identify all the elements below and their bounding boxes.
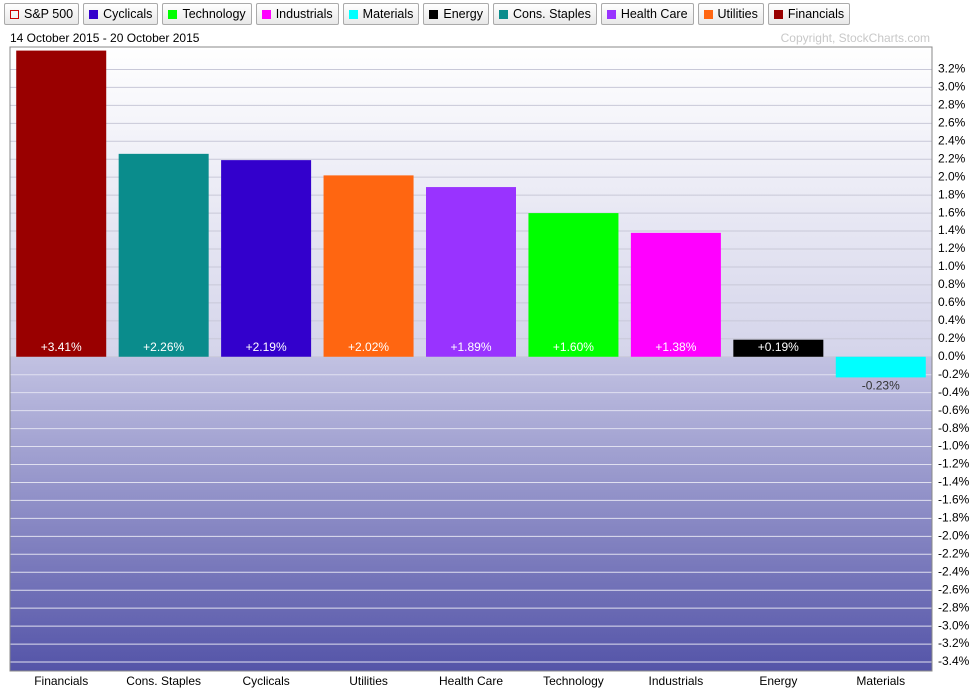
legend-swatch: [168, 9, 178, 19]
legend-button[interactable]: Health Care: [600, 3, 694, 25]
legend: S&P 500 Cyclicals Technology Industrials Mat…: [4, 3, 851, 25]
y-tick-label: 0.4%: [938, 313, 966, 327]
legend-swatch: [10, 9, 19, 19]
value-label: +1.60%: [553, 340, 594, 354]
bar: [426, 187, 516, 357]
value-label: +1.38%: [655, 340, 696, 354]
plot-border: [9, 46, 933, 672]
legend-button[interactable]: Utilities: [697, 3, 764, 25]
x-tick-label: Energy: [759, 674, 797, 688]
value-label: +0.19%: [758, 340, 799, 354]
y-tick-label: -2.6%: [938, 582, 970, 596]
y-tick-label: -0.2%: [938, 367, 970, 381]
y-tick-label: 1.6%: [938, 205, 966, 219]
y-tick-label: -0.8%: [938, 421, 970, 435]
bar: [323, 175, 414, 357]
value-label: +2.19%: [246, 340, 287, 354]
bar: [733, 339, 824, 357]
y-tick-label: 2.6%: [938, 115, 966, 129]
x-tick-label: Cyclicals: [242, 674, 289, 688]
legend-button[interactable]: Technology: [162, 3, 252, 25]
bar: [118, 153, 209, 357]
y-tick-label: -2.4%: [938, 564, 970, 578]
legend-label: Industrials: [275, 7, 333, 21]
copyright: Copyright, StockCharts.com: [781, 31, 930, 45]
legend-button[interactable]: Materials: [342, 3, 420, 25]
y-tick-label: -2.2%: [938, 546, 970, 560]
legend-label: Financials: [787, 7, 845, 21]
x-tick-label: Materials: [856, 674, 905, 688]
x-tick-label: Technology: [543, 674, 604, 688]
legend-button[interactable]: Energy: [423, 3, 489, 25]
legend-button[interactable]: S&P 500: [4, 3, 80, 25]
value-label: +2.02%: [348, 340, 389, 354]
legend-label: Cyclicals: [103, 7, 153, 21]
y-tick-label: -0.6%: [938, 403, 970, 417]
plot-background-bottom: [10, 356, 932, 671]
value-label: +1.89%: [450, 340, 491, 354]
legend-label: Technology: [182, 7, 246, 21]
bar: [835, 356, 926, 378]
y-tick-label: 3.0%: [938, 80, 966, 94]
bar: [16, 50, 107, 357]
y-tick-label: -1.8%: [938, 511, 970, 525]
legend-button[interactable]: Cons. Staples: [493, 3, 597, 25]
y-tick-label: -1.4%: [938, 475, 970, 489]
legend-label: Health Care: [620, 7, 688, 21]
legend-swatch: [429, 9, 439, 19]
y-tick-label: -0.4%: [938, 385, 970, 399]
y-tick-label: -3.2%: [938, 636, 970, 650]
y-tick-label: 3.2%: [938, 62, 966, 76]
y-tick-label: -2.8%: [938, 600, 970, 614]
y-tick-label: 0.6%: [938, 295, 966, 309]
bar: [221, 160, 312, 357]
y-tick-label: 1.8%: [938, 187, 966, 201]
legend-swatch: [703, 9, 713, 19]
y-tick-label: -2.0%: [938, 528, 970, 542]
y-tick-label: -3.4%: [938, 654, 970, 668]
x-tick-label: Health Care: [439, 674, 503, 688]
y-tick-label: -1.2%: [938, 457, 970, 471]
legend-swatch: [261, 9, 271, 19]
legend-button[interactable]: Financials: [767, 3, 851, 25]
legend-button[interactable]: Industrials: [255, 3, 339, 25]
legend-swatch: [606, 9, 616, 19]
y-tick-label: 2.2%: [938, 151, 966, 165]
x-tick-label: Industrials: [649, 674, 704, 688]
x-tick-label: Cons. Staples: [126, 674, 201, 688]
legend-label: Energy: [443, 7, 483, 21]
legend-label: Cons. Staples: [513, 7, 591, 21]
y-tick-label: 2.8%: [938, 98, 966, 112]
value-label: +2.26%: [143, 340, 184, 354]
y-tick-label: 0.0%: [938, 349, 966, 363]
value-label: +3.41%: [41, 340, 82, 354]
legend-swatch: [348, 9, 358, 19]
y-tick-label: 1.0%: [938, 259, 966, 273]
y-tick-label: 0.8%: [938, 277, 966, 291]
bar: [528, 213, 619, 357]
y-tick-label: -3.0%: [938, 618, 970, 632]
y-tick-label: 1.2%: [938, 241, 966, 255]
y-tick-label: 2.0%: [938, 169, 966, 183]
x-tick-label: Utilities: [349, 674, 388, 688]
y-tick-label: 0.2%: [938, 331, 966, 345]
legend-label: Materials: [362, 7, 414, 21]
legend-button[interactable]: Cyclicals: [83, 3, 159, 25]
legend-label: Utilities: [717, 7, 758, 21]
y-tick-label: 2.4%: [938, 133, 966, 147]
legend-swatch: [89, 9, 99, 19]
legend-swatch: [499, 9, 508, 19]
y-tick-label: -1.6%: [938, 493, 970, 507]
value-label: -0.23%: [862, 379, 900, 393]
legend-swatch: [773, 9, 783, 19]
bar: [630, 232, 721, 357]
y-tick-label: -1.0%: [938, 439, 970, 453]
y-tick-label: 1.4%: [938, 223, 966, 237]
legend-label: S&P 500: [24, 7, 74, 21]
subtitle: 14 October 2015 - 20 October 2015: [10, 31, 200, 45]
x-tick-label: Financials: [34, 674, 88, 688]
